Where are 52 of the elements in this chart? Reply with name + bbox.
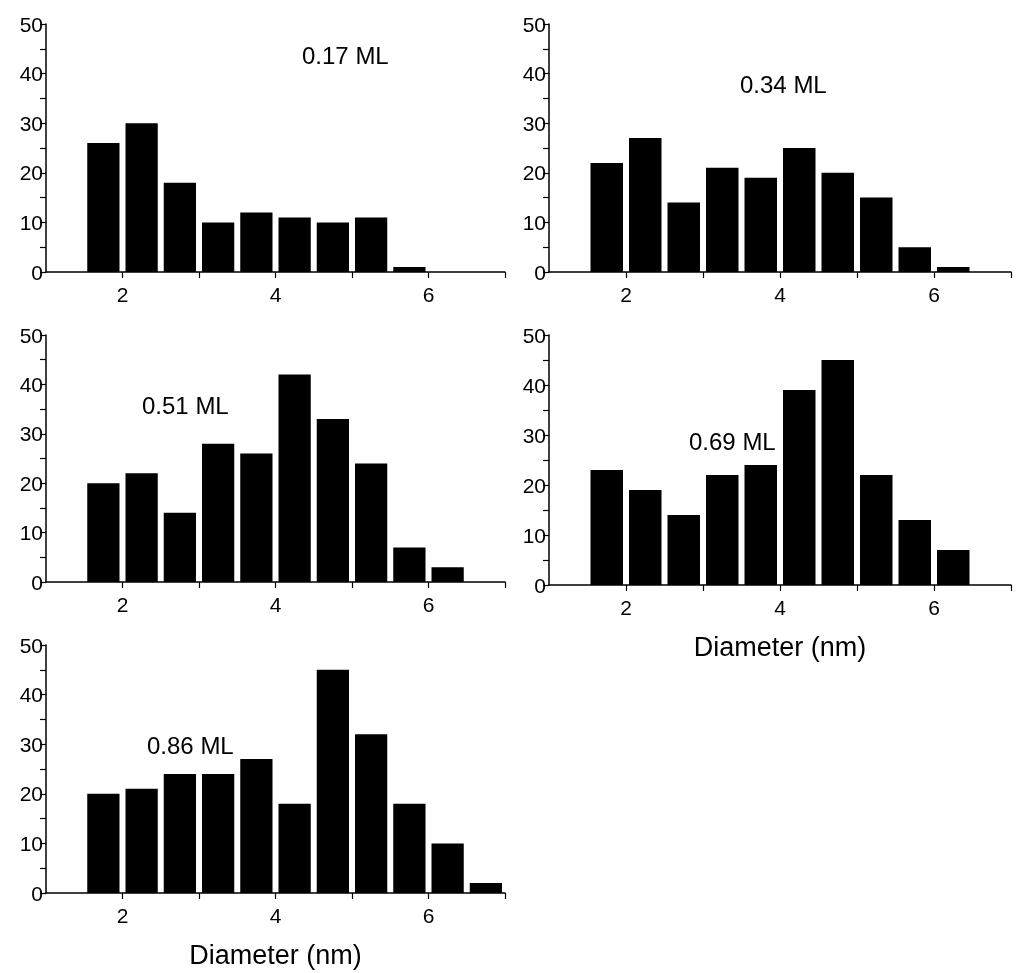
y-tick-label: 10: [522, 523, 546, 547]
x-tick-label: 4: [774, 283, 787, 306]
x-tick-label: 6: [928, 283, 940, 306]
y-tick-label: 30: [19, 732, 43, 756]
y-tick-label: 50: [522, 323, 546, 347]
y-tick-label: 0: [31, 260, 43, 284]
annotation: 0.69 ML: [689, 427, 776, 455]
x-axis-title: Diameter (nm): [693, 631, 867, 662]
x-tick-label: 2: [620, 283, 632, 306]
annotation: 0.34 ML: [740, 70, 827, 98]
x-tick-label: 6: [422, 283, 435, 306]
x-axis-title: Diameter (nm): [189, 939, 362, 970]
y-tick-label: 50: [19, 633, 43, 657]
y-tick-label: 50: [522, 12, 546, 36]
y-tick-label: 10: [19, 210, 43, 234]
y-tick-label: 40: [19, 62, 43, 86]
x-tick-label: 2: [116, 904, 129, 927]
x-tick-label: 2: [116, 593, 129, 616]
annotation: 0.17 ML: [302, 41, 389, 69]
x-tick-label: 6: [928, 596, 940, 619]
y-tick-label: 0: [534, 573, 546, 597]
y-tick-label: 10: [19, 521, 43, 545]
y-tick-label: 0: [31, 570, 43, 594]
y-tick-label: 30: [19, 111, 43, 135]
y-tick-label: 20: [522, 161, 546, 185]
y-tick-label: 40: [19, 372, 43, 396]
x-tick-label: 4: [269, 283, 282, 306]
y-tick-label: 10: [522, 210, 546, 234]
y-tick-label: 0: [534, 260, 546, 284]
annotation: 0.86 ML: [147, 731, 234, 759]
y-tick-label: 20: [19, 782, 43, 806]
y-tick-label: 30: [522, 111, 546, 135]
annotation: 0.51 ML: [142, 391, 229, 419]
x-tick-label: 2: [620, 596, 632, 619]
x-tick-label: 6: [422, 593, 435, 616]
y-tick-label: 10: [19, 831, 43, 855]
y-tick-label: 20: [19, 161, 43, 185]
y-tick-label: 40: [19, 683, 43, 707]
y-tick-label: 20: [522, 473, 546, 497]
x-tick-label: 6: [422, 904, 435, 927]
x-tick-label: 4: [269, 593, 282, 616]
y-tick-label: 0: [31, 881, 43, 905]
x-tick-label: 4: [774, 596, 787, 619]
y-tick-label: 30: [522, 423, 546, 447]
y-tick-label: 40: [522, 62, 546, 86]
y-tick-label: 50: [19, 12, 43, 36]
y-tick-label: 50: [19, 323, 43, 347]
y-tick-label: 30: [19, 422, 43, 446]
y-tick-label: 20: [19, 471, 43, 495]
x-tick-label: 4: [269, 904, 282, 927]
y-tick-label: 40: [522, 373, 546, 397]
x-tick-label: 2: [116, 283, 129, 306]
